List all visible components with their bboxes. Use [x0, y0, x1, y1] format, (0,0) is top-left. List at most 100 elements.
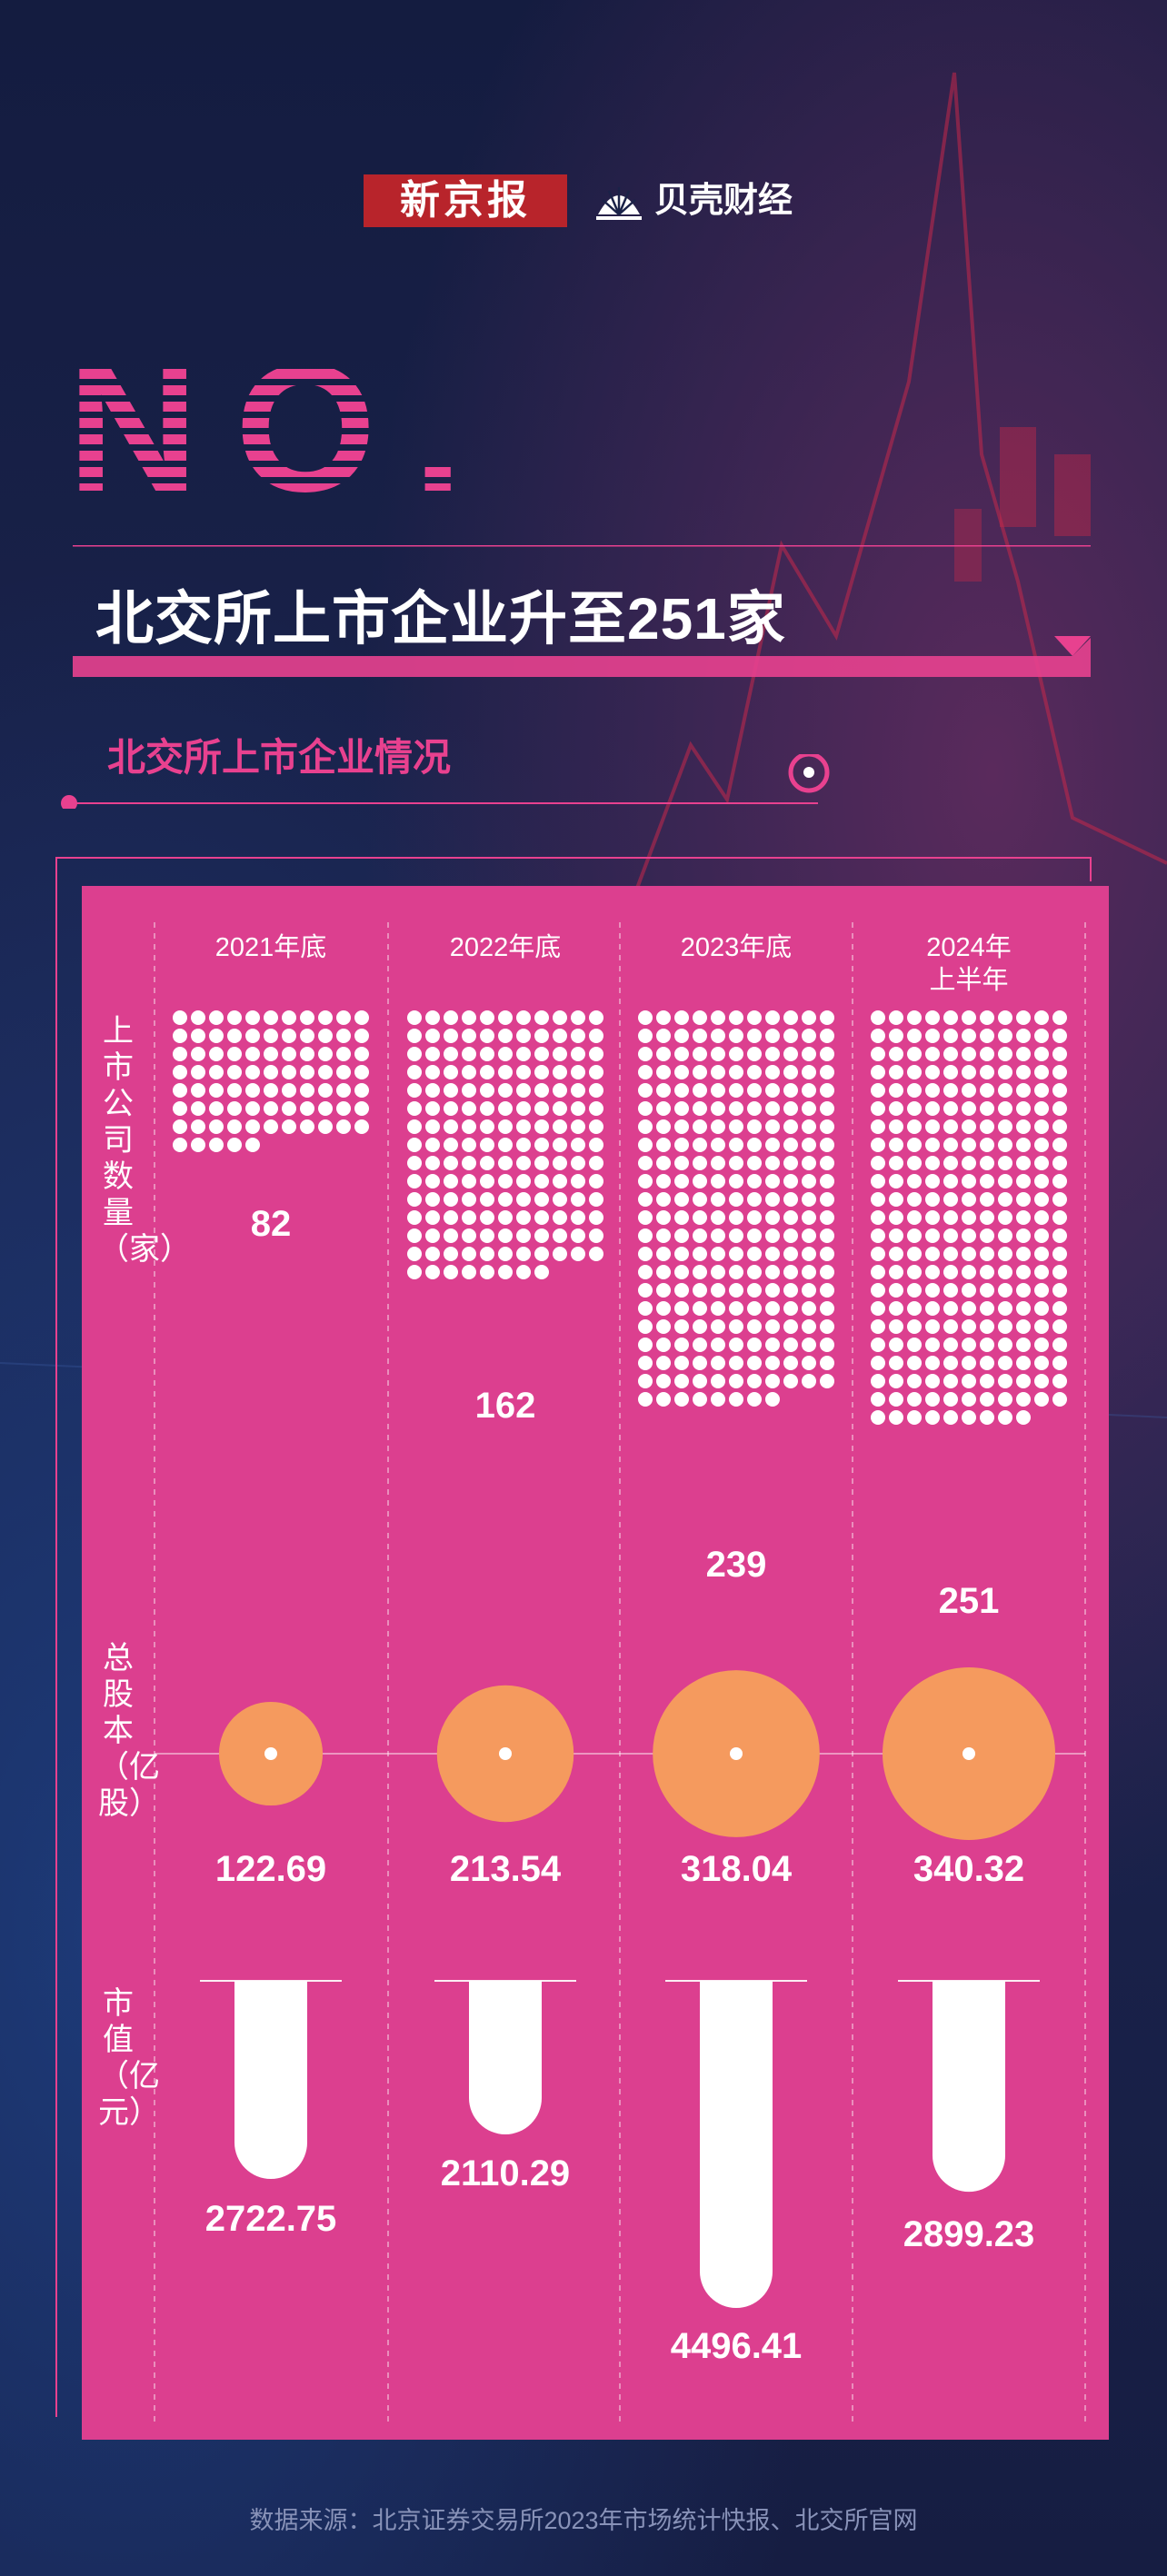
company-dot	[1016, 1083, 1031, 1098]
subtitle-rule	[61, 754, 830, 809]
company-dot	[693, 1083, 707, 1098]
company-dot	[534, 1119, 549, 1134]
company-dot	[980, 1010, 994, 1025]
company-dot	[907, 1374, 922, 1388]
company-dot	[747, 1301, 762, 1316]
company-dot	[674, 1101, 689, 1116]
company-dot	[425, 1210, 440, 1225]
company-dot	[820, 1047, 834, 1061]
company-dot	[980, 1410, 994, 1425]
company-dot	[638, 1010, 653, 1025]
company-dot	[729, 1301, 743, 1316]
company-dot	[711, 1138, 725, 1152]
company-dot	[802, 1247, 816, 1261]
company-dot	[1034, 1265, 1049, 1279]
company-dot	[589, 1156, 603, 1170]
company-dot	[209, 1138, 224, 1152]
company-dot	[462, 1265, 476, 1279]
company-dot	[871, 1047, 885, 1061]
company-dot	[765, 1338, 780, 1352]
company-dot	[1052, 1301, 1067, 1316]
company-dot	[889, 1301, 903, 1316]
company-dot	[783, 1083, 798, 1098]
company-dot	[693, 1319, 707, 1334]
mcap-bar	[469, 1981, 542, 2134]
company-dot	[943, 1101, 958, 1116]
company-dot	[747, 1283, 762, 1298]
company-dot	[638, 1192, 653, 1207]
company-dot	[711, 1374, 725, 1388]
company-dot	[783, 1029, 798, 1043]
company-dot	[498, 1101, 513, 1116]
company-dot	[534, 1247, 549, 1261]
shell-logo-icon	[596, 187, 642, 220]
company-dot	[889, 1338, 903, 1352]
company-dot	[516, 1210, 531, 1225]
company-dot	[498, 1192, 513, 1207]
company-dot	[1052, 1047, 1067, 1061]
company-dot	[656, 1156, 671, 1170]
company-dot	[318, 1047, 333, 1061]
company-dot	[638, 1247, 653, 1261]
company-dot	[962, 1374, 976, 1388]
company-dot	[498, 1247, 513, 1261]
company-dot	[354, 1047, 369, 1061]
company-dot	[1052, 1319, 1067, 1334]
company-dot	[765, 1047, 780, 1061]
company-dot	[444, 1265, 458, 1279]
company-dot	[802, 1047, 816, 1061]
company-dot	[444, 1138, 458, 1152]
company-dot	[943, 1319, 958, 1334]
company-dot	[656, 1374, 671, 1388]
company-dot	[907, 1029, 922, 1043]
company-dot	[425, 1265, 440, 1279]
company-dot	[674, 1047, 689, 1061]
company-dot	[1034, 1138, 1049, 1152]
company-dot	[571, 1119, 585, 1134]
company-dot	[729, 1065, 743, 1079]
brand-logo-xinjingbao: 新京报	[364, 174, 567, 227]
company-dot	[1052, 1210, 1067, 1225]
company-dot	[498, 1083, 513, 1098]
company-dot	[998, 1192, 1012, 1207]
company-dot	[747, 1010, 762, 1025]
company-dot	[747, 1210, 762, 1225]
company-dot	[516, 1156, 531, 1170]
company-dot	[516, 1174, 531, 1189]
company-dot	[336, 1047, 351, 1061]
company-dot	[516, 1265, 531, 1279]
company-dot	[425, 1247, 440, 1261]
company-dot	[871, 1319, 885, 1334]
company-dot	[907, 1210, 922, 1225]
company-dot	[925, 1374, 940, 1388]
company-dot	[907, 1247, 922, 1261]
company-dot	[1034, 1356, 1049, 1370]
company-dot	[1052, 1029, 1067, 1043]
company-dot	[1016, 1138, 1031, 1152]
company-dot	[209, 1010, 224, 1025]
company-dot	[425, 1119, 440, 1134]
company-dot	[656, 1392, 671, 1407]
company-dot	[191, 1101, 205, 1116]
company-dot	[765, 1101, 780, 1116]
company-dot	[245, 1083, 260, 1098]
company-dot	[480, 1083, 494, 1098]
company-dot	[998, 1319, 1012, 1334]
company-dot	[571, 1010, 585, 1025]
company-dot	[820, 1265, 834, 1279]
panel-outline	[55, 857, 1092, 2417]
company-dot	[534, 1228, 549, 1243]
company-dot	[407, 1228, 422, 1243]
company-dot	[1034, 1228, 1049, 1243]
company-dot	[462, 1138, 476, 1152]
company-dot	[765, 1210, 780, 1225]
company-dot	[1034, 1338, 1049, 1352]
company-dot	[674, 1010, 689, 1025]
company-dot	[354, 1083, 369, 1098]
company-dot	[656, 1283, 671, 1298]
company-dot	[907, 1301, 922, 1316]
company-dot	[802, 1338, 816, 1352]
company-dot	[336, 1101, 351, 1116]
company-dot	[553, 1228, 567, 1243]
